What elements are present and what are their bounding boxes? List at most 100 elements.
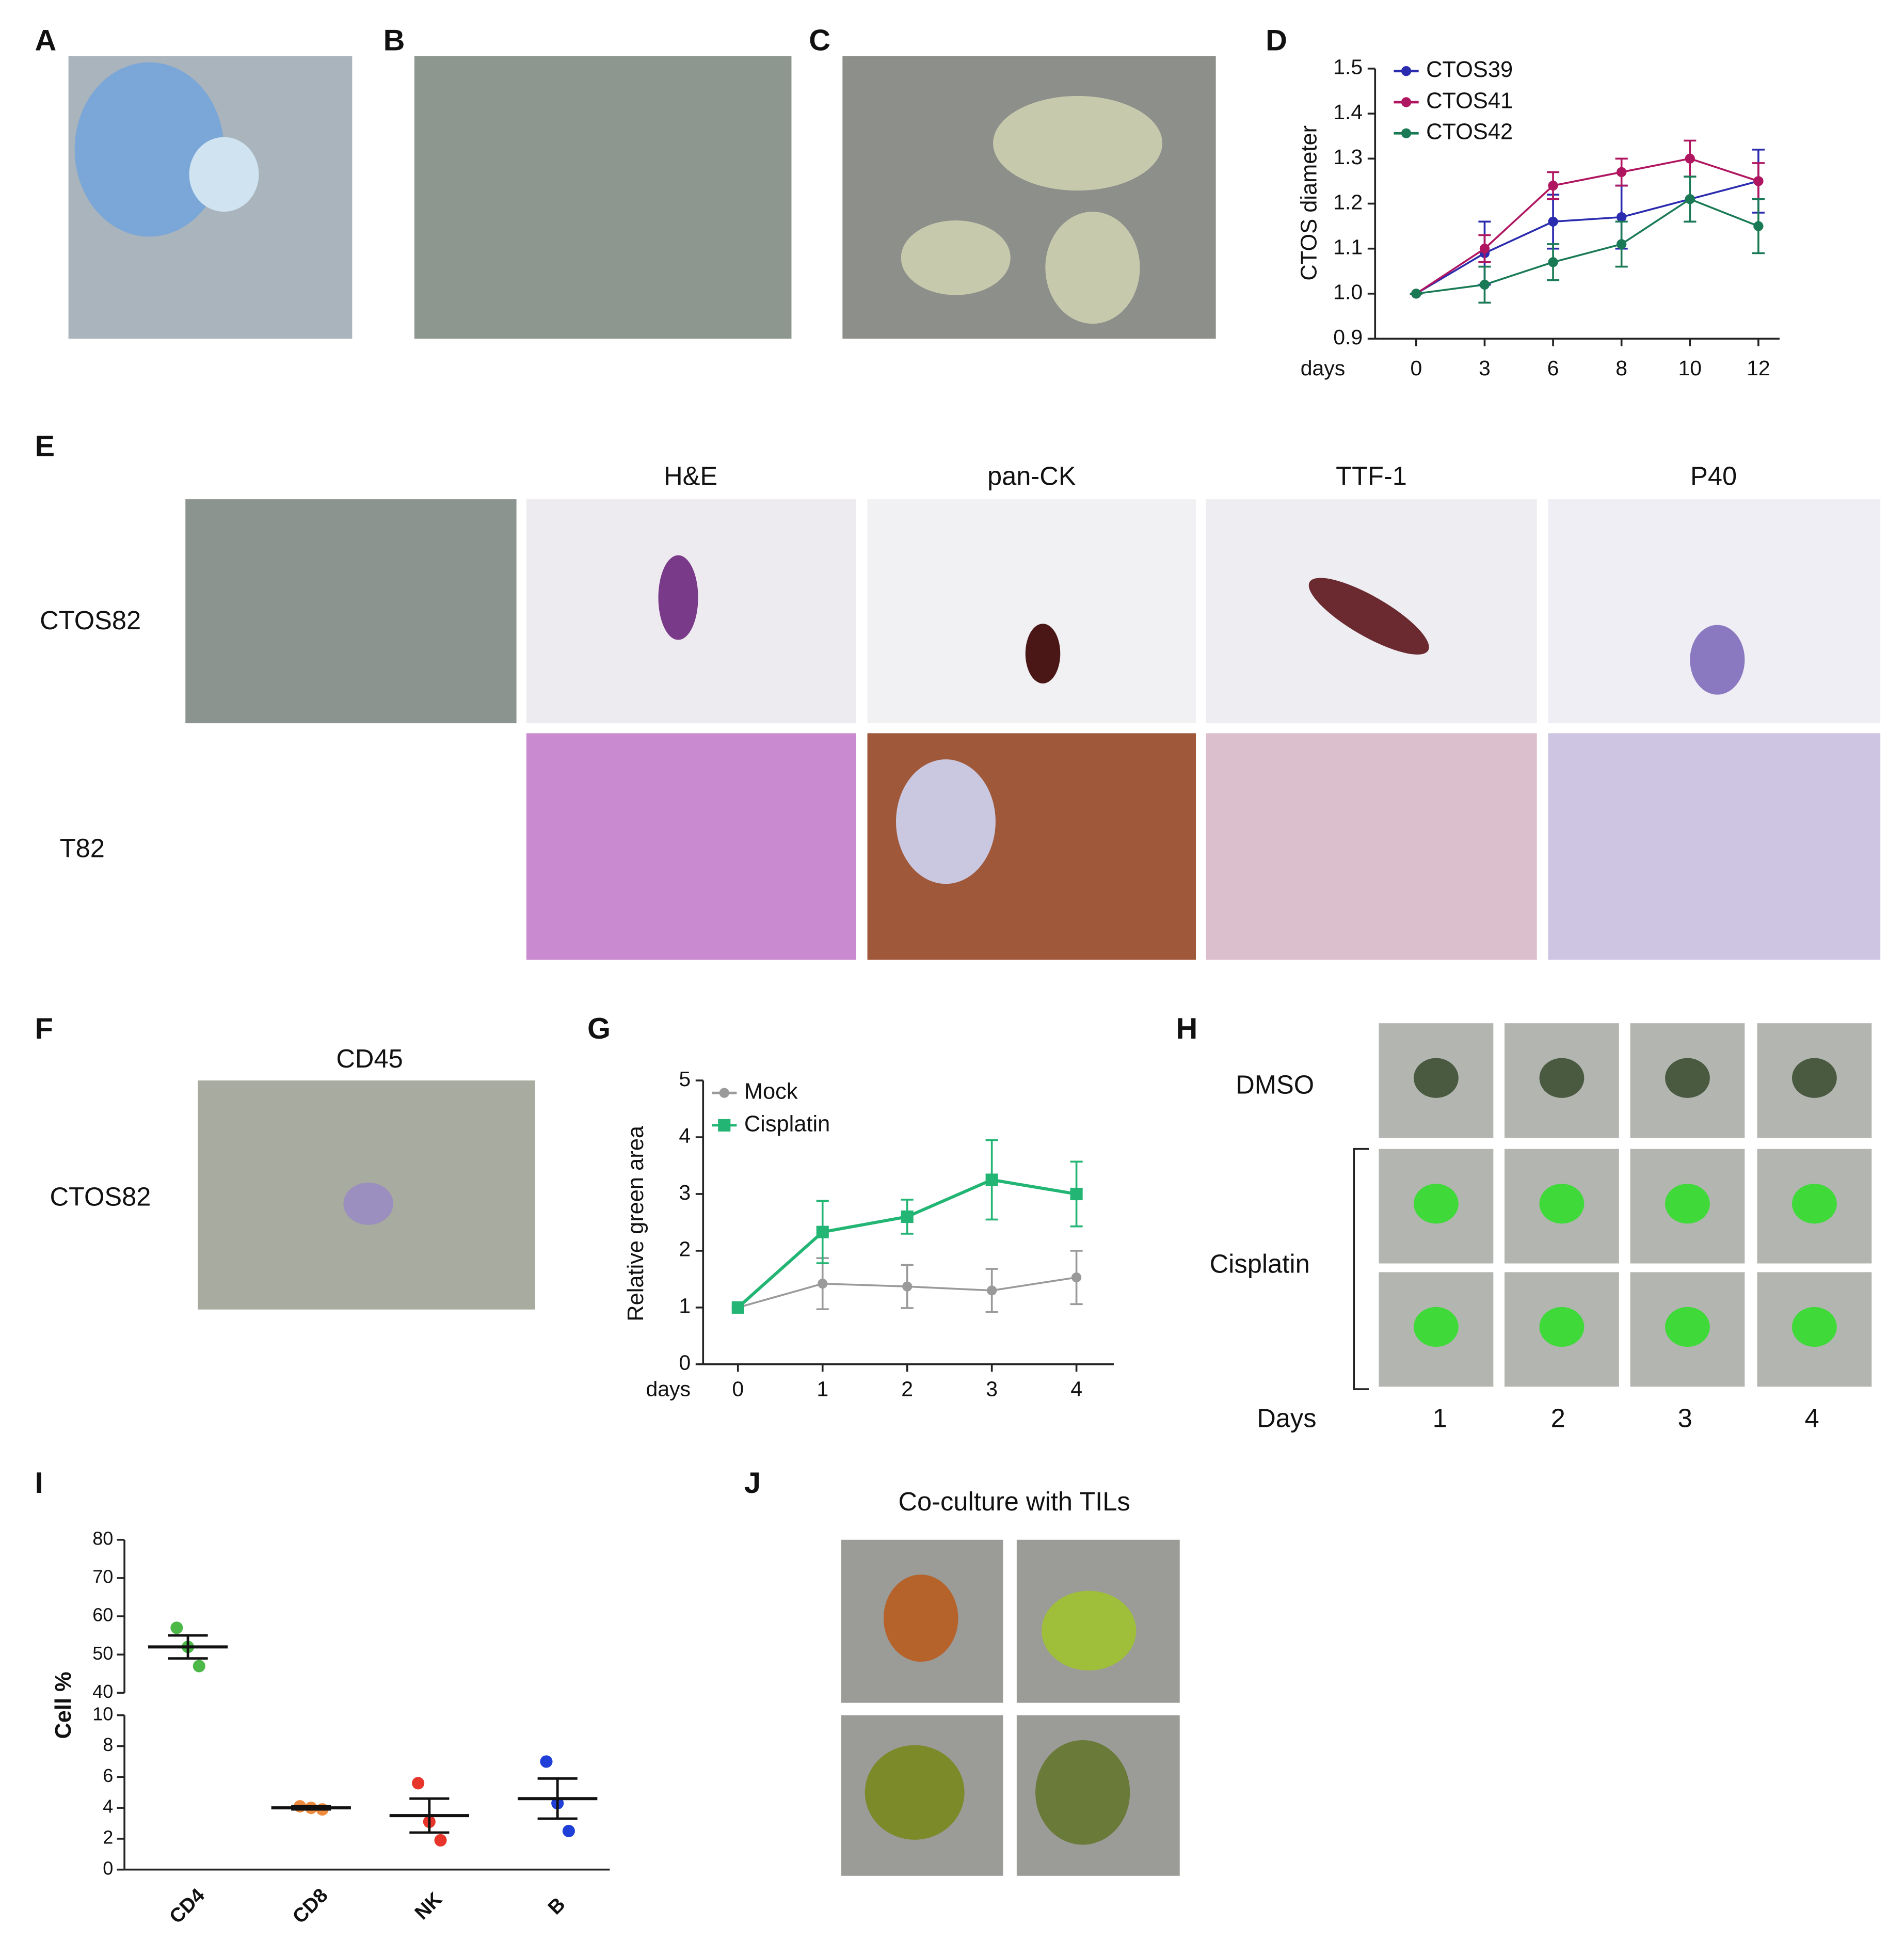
axis-label: Days: [1257, 1404, 1316, 1433]
y-tick-label: 4: [103, 1796, 113, 1817]
marker: [818, 1279, 828, 1289]
tissue: [526, 733, 856, 960]
legend-label: CTOS41: [1426, 88, 1513, 113]
y-tick-label: 5: [679, 1067, 691, 1091]
legend-marker: [1401, 128, 1412, 138]
organoid: [1665, 1184, 1710, 1224]
y-tick-label: 80: [92, 1527, 113, 1549]
x-tick-label: 0: [732, 1377, 744, 1400]
organoid: [1792, 1058, 1837, 1098]
y-tick-label: 1.5: [1333, 55, 1363, 79]
legend-marker: [719, 1088, 729, 1098]
tissue: [1206, 733, 1537, 960]
x-tick-label: 4: [1070, 1377, 1082, 1400]
panel-label: E: [35, 430, 55, 463]
x-tick-label: 12: [1747, 356, 1770, 380]
panel-label: H: [1176, 1012, 1198, 1045]
y-tick-label: 2: [103, 1826, 113, 1848]
y-tick-label: 1: [679, 1294, 691, 1318]
panel-label: C: [809, 24, 830, 57]
image-title: CD45: [336, 1044, 403, 1073]
series-line: [1416, 198, 1759, 295]
organoid: [901, 220, 1011, 295]
x-tick-label: 3: [986, 1377, 998, 1400]
x-tick-label: 2: [901, 1377, 913, 1400]
organoid: [1414, 1307, 1459, 1347]
row-label: CTOS82: [50, 1182, 151, 1212]
organoid: [1045, 212, 1140, 324]
error-bar: [291, 1805, 331, 1811]
marker: [1753, 176, 1764, 186]
marker: [987, 1285, 997, 1296]
stain: [1308, 578, 1429, 655]
error-bar: [168, 1634, 208, 1660]
panel-label: G: [587, 1012, 611, 1045]
organoid: [1792, 1184, 1837, 1224]
organoid: [1792, 1307, 1837, 1347]
legend-marker: [1401, 97, 1412, 107]
marker: [902, 1281, 913, 1292]
micrograph: [867, 499, 1196, 724]
x-tick-label: CD4: [165, 1884, 209, 1928]
point: [540, 1755, 553, 1768]
panel-label: D: [1266, 24, 1287, 57]
y-axis-label: Relative green area: [623, 1125, 648, 1322]
marker: [1548, 257, 1558, 267]
point: [412, 1777, 425, 1790]
legend-label: Cisplatin: [744, 1111, 830, 1136]
marker: [1548, 216, 1558, 227]
error-bar: [537, 1777, 578, 1820]
glove: [74, 62, 224, 237]
x-tick-label: 3: [1479, 356, 1491, 380]
point: [170, 1621, 183, 1634]
day-label: 3: [1678, 1404, 1692, 1433]
x-tick-label: B: [543, 1893, 569, 1919]
image-grid: [1379, 1023, 1872, 1387]
organoid: [1665, 1307, 1710, 1347]
column-label: H&E: [664, 461, 717, 490]
panel-label: J: [744, 1467, 761, 1500]
marker: [1617, 239, 1627, 249]
error-bar: [409, 1797, 450, 1834]
row-label: T82: [60, 833, 105, 863]
y-tick-label: 60: [92, 1604, 113, 1626]
marker: [1070, 1187, 1083, 1201]
x-axis-label: days: [646, 1377, 691, 1400]
stain: [658, 555, 698, 640]
legend-marker: [718, 1119, 731, 1132]
y-tick-label: 0.9: [1333, 325, 1363, 349]
y-tick-label: 0: [679, 1351, 691, 1375]
column-label: pan-CK: [987, 461, 1076, 490]
series-line: [1415, 180, 1759, 295]
tissue: [1548, 733, 1881, 960]
organoid: [883, 1574, 958, 1662]
organoid: [993, 95, 1162, 191]
marker: [985, 1173, 998, 1186]
image-title: Co-culture with TILs: [898, 1487, 1130, 1516]
y-tick-label: 10: [92, 1703, 113, 1724]
point: [434, 1834, 447, 1847]
series-line: [1415, 157, 1759, 295]
x-axis-label: days: [1301, 356, 1346, 380]
panel-label: F: [35, 1012, 53, 1045]
row-label: Cisplatin: [1210, 1249, 1310, 1279]
marker: [901, 1210, 914, 1223]
stain: [1690, 625, 1745, 695]
organoid: [1539, 1058, 1585, 1098]
organoid: [1035, 1740, 1130, 1845]
day-label: 4: [1805, 1404, 1819, 1433]
tissue-stroma: [896, 759, 996, 884]
marker: [1753, 221, 1764, 231]
y-tick-label: 1.4: [1333, 100, 1363, 124]
marker: [1479, 244, 1490, 254]
panel-label: B: [383, 24, 405, 57]
bracket: [1353, 1148, 1369, 1390]
y-tick-label: 1.0: [1333, 280, 1363, 304]
marker: [1479, 279, 1490, 290]
y-tick-label: 50: [92, 1643, 113, 1664]
day-label: 1: [1433, 1404, 1447, 1433]
point: [193, 1660, 205, 1673]
y-tick-label: 70: [92, 1566, 113, 1587]
x-tick-label: 8: [1615, 356, 1627, 380]
